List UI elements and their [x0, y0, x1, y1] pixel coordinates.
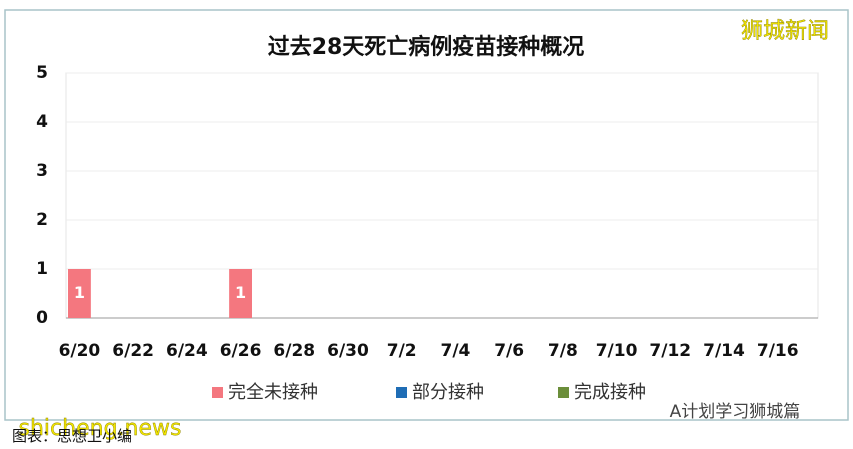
- x-tick-label: 7/6: [494, 341, 524, 361]
- legend-swatch: [212, 387, 223, 398]
- chart-title: 过去28天死亡病例疫苗接种概况: [268, 34, 585, 60]
- bar: [229, 269, 252, 318]
- watermark: shicheng.news: [19, 416, 182, 441]
- x-tick-label: 6/24: [166, 341, 208, 361]
- legend-swatch: [558, 387, 569, 398]
- caption: 图表：思想卫小编: [12, 427, 132, 445]
- x-tick-label: 7/8: [548, 341, 578, 361]
- y-tick-label: 0: [36, 308, 48, 328]
- y-tick-label: 3: [36, 161, 48, 181]
- y-tick-label: 4: [36, 112, 48, 132]
- x-tick-label: 7/4: [440, 341, 470, 361]
- y-tick-label: 1: [36, 259, 48, 279]
- watermark: A计划学习狮城篇: [670, 402, 801, 422]
- legend-label: 完成接种: [574, 382, 646, 403]
- legend-label: 部分接种: [412, 382, 484, 403]
- y-tick-label: 5: [36, 63, 48, 83]
- value-label: 1: [74, 283, 85, 302]
- x-tick-label: 6/28: [273, 341, 315, 361]
- x-tick-label: 7/12: [649, 341, 691, 361]
- x-tick-label: 6/30: [327, 341, 369, 361]
- x-tick-label: 7/10: [596, 341, 638, 361]
- y-tick-label: 2: [36, 210, 48, 230]
- x-tick-label: 6/20: [59, 341, 101, 361]
- x-tick-label: 6/26: [220, 341, 262, 361]
- x-tick-label: 6/22: [112, 341, 154, 361]
- value-label: 1: [235, 283, 246, 302]
- legend-label: 完全未接种: [228, 382, 318, 403]
- x-tick-label: 7/14: [703, 341, 745, 361]
- frame: [4, 9, 849, 421]
- x-tick-label: 7/2: [387, 341, 417, 361]
- legend-swatch: [396, 387, 407, 398]
- x-tick-label: 7/16: [757, 341, 799, 361]
- bar: [68, 269, 91, 318]
- watermark: 狮城新闻: [741, 19, 829, 44]
